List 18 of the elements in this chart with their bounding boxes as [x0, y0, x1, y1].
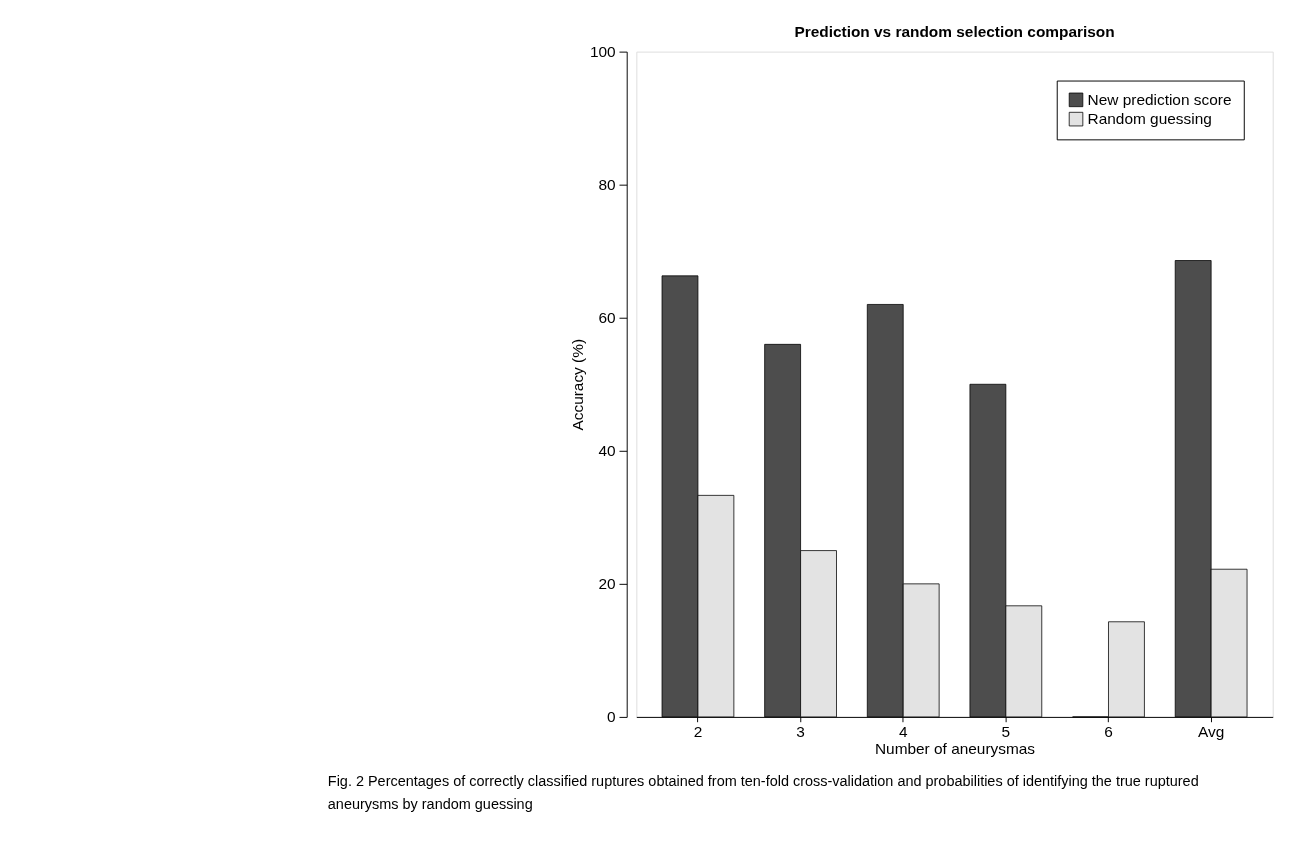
- x-tick-label: 5: [1001, 722, 1011, 740]
- x-tick-label: 6: [1104, 722, 1113, 740]
- x-tick-label: 3: [796, 722, 805, 740]
- caption: Fig. 2 Percentages of correctly classified ruptures obtained from ten-fold cross-validation and probabilities of identifying the true ruptured aneurysms by random guessing: [327, 773, 1199, 813]
- y-tick-label: 100: [589, 42, 616, 60]
- x-tick-label: 2: [693, 722, 703, 740]
- y-tick-label: 80: [598, 175, 616, 193]
- x-axis-title: Number of aneurysmas: [874, 740, 1036, 758]
- y-tick-label: 40: [598, 442, 616, 460]
- y-tick-label: 20: [598, 575, 616, 593]
- y-tick-label: 0: [607, 708, 616, 726]
- legend-label: Random guessing: [1087, 109, 1212, 127]
- chart-title: Prediction vs random selection comparison: [794, 23, 1115, 41]
- x-tick-label: 4: [898, 722, 908, 740]
- legend-label: New prediction score: [1087, 90, 1232, 108]
- y-tick-label: 60: [598, 309, 616, 327]
- y-axis-title: Accuracy (%): [569, 338, 587, 431]
- x-tick-label: Avg: [1197, 722, 1225, 740]
